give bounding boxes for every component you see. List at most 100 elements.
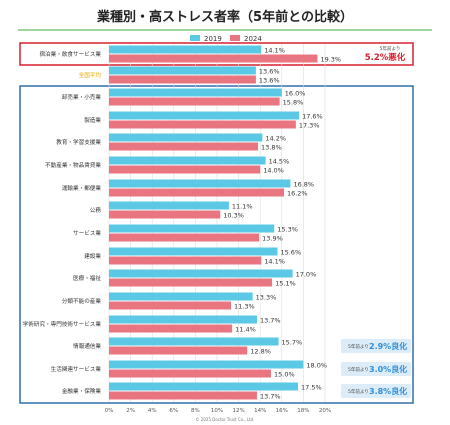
legend-label-2019: 2019 [204, 35, 222, 43]
data-label-2024: 12.8% [250, 347, 271, 355]
category-label: 製造業 [84, 116, 101, 124]
annotation-small: 5年前より [348, 343, 369, 350]
bar-2019-- [109, 360, 304, 369]
bar-2019-- [109, 337, 279, 346]
annotation-small: 5年前より [380, 45, 401, 52]
bar-2024-- [109, 188, 284, 197]
bar-2019-- [109, 382, 298, 391]
category-label: 医療・福祉 [73, 274, 101, 282]
x-tick-label: 0% [105, 408, 114, 414]
category-label: 学術研究・専門技術サービス業 [23, 320, 102, 328]
bar-2024-- [109, 256, 262, 265]
industry-group-frame [19, 85, 414, 404]
x-tick-label: 2% [126, 408, 135, 414]
x-tick-label: 12% [232, 408, 244, 414]
labels: 宿泊業・飲食サービス業 14.1% 19.3% 全国平均 13.6%13.6% 卸売業・小… [23, 46, 341, 400]
bar-2024-- [109, 75, 256, 84]
data-label-2024: 15.1% [275, 279, 296, 287]
data-label-2024: 13.7% [260, 392, 281, 400]
bar-2024-- [109, 391, 257, 400]
data-label-2019: 13.3% [256, 293, 277, 301]
data-label-2019: 17.5% [301, 383, 322, 391]
x-tick-label: 6% [169, 408, 178, 414]
bar-2024-- [109, 165, 261, 174]
bar-2024-- [109, 324, 233, 333]
bars [109, 45, 318, 400]
x-axis-ticks: 0% 2% 4% 6% 8% 10% 12% 14% 16% 18% 20% [105, 408, 331, 414]
category-label: 分類不能の産業 [62, 297, 102, 305]
bar-2024-- [109, 142, 259, 151]
category-label: 卸売業・小売業 [62, 93, 102, 101]
data-label-2024: 16.2% [287, 189, 308, 197]
category-label: 金融業・保険業 [62, 387, 102, 395]
data-label-2019: 14.5% [269, 157, 290, 165]
bar-2019-- [109, 292, 253, 301]
data-label-2024: 13.9% [262, 234, 283, 242]
data-label-2024: 11.4% [235, 325, 256, 333]
data-label-2019: 17.0% [296, 270, 317, 278]
bar-2019-- [109, 315, 257, 324]
data-label-2019: 14.1% [264, 46, 285, 54]
data-label-2024: 11.3% [234, 302, 255, 310]
data-label-2024: 13.6% [259, 76, 280, 84]
bar-2019-- [109, 179, 291, 188]
bar-2024-- [109, 369, 271, 378]
data-label-2024: 13.8% [261, 143, 282, 151]
data-label-2019: 11.1% [232, 202, 253, 210]
category-label: 宿泊業・飲食サービス業 [39, 50, 101, 58]
x-tick-label: 8% [191, 408, 200, 414]
annotation-small: 5年前より [348, 366, 369, 373]
bar-2019-- [109, 133, 263, 142]
bar-2024-- [109, 210, 221, 219]
bar-2019-- [109, 269, 293, 278]
data-label-2024: 14.0% [263, 166, 284, 174]
category-label: サービス業 [73, 229, 101, 237]
bar-2024-- [109, 346, 248, 355]
legend-swatch-2019 [190, 35, 200, 41]
data-label-2019: 13.6% [259, 67, 280, 75]
bar-2019-- [109, 247, 278, 256]
bar-2019-- [109, 156, 266, 165]
bar-2019-- [109, 88, 282, 97]
data-label-2024: 15.0% [274, 370, 295, 378]
bar-2019-- [109, 111, 300, 120]
data-label-2024: 17.3% [299, 121, 320, 129]
bar-2024-- [109, 233, 260, 242]
annotation-callout [341, 362, 411, 376]
annotation-callout [341, 384, 411, 398]
data-label-2019: 15.7% [282, 338, 303, 346]
legend-swatch-2024 [230, 35, 240, 41]
legend-label-2024: 2024 [244, 35, 262, 43]
data-label-2024: 15.8% [283, 98, 304, 106]
bar-2019-- [109, 66, 256, 75]
data-label-2024: 14.1% [264, 257, 285, 265]
data-label-2019: 15.6% [280, 248, 301, 256]
chart-title: 業種別・高ストレス者率（5年前との比較） [96, 9, 353, 25]
annotation-big: 2.9%良化 [369, 341, 407, 351]
category-label: 運輸業・郵便業 [62, 184, 102, 192]
copyright: © 2025 Doctor Trust Co., Ltd. [196, 417, 255, 422]
annotation-big: 3.8%良化 [369, 386, 407, 396]
data-label-2024: 10.3% [223, 211, 244, 219]
category-label: 全国平均 [79, 71, 102, 79]
bar-2024-- [109, 54, 318, 63]
data-label-2019: 14.2% [265, 134, 286, 142]
data-label-2019: 13.7% [260, 316, 281, 324]
x-tick-label: 18% [297, 408, 309, 414]
bar-2019-- [109, 201, 229, 210]
annotation-small: 5年前より [348, 388, 369, 395]
bar-2024-- [109, 278, 273, 287]
data-label-2019: 17.6% [302, 112, 323, 120]
annotation-big: 5.2%悪化 [365, 52, 406, 63]
category-label: 不動産業・物品賃貸業 [45, 161, 101, 169]
data-label-2019: 18.0% [306, 361, 327, 369]
bar-2024-- [109, 97, 280, 106]
x-tick-label: 10% [211, 408, 223, 414]
category-label: 生活関連サービス業 [51, 365, 102, 373]
bar-2019-- [109, 45, 262, 54]
x-tick-label: 14% [254, 408, 266, 414]
bar-2024-- [109, 120, 296, 129]
legend: 2019 2024 [190, 35, 262, 43]
